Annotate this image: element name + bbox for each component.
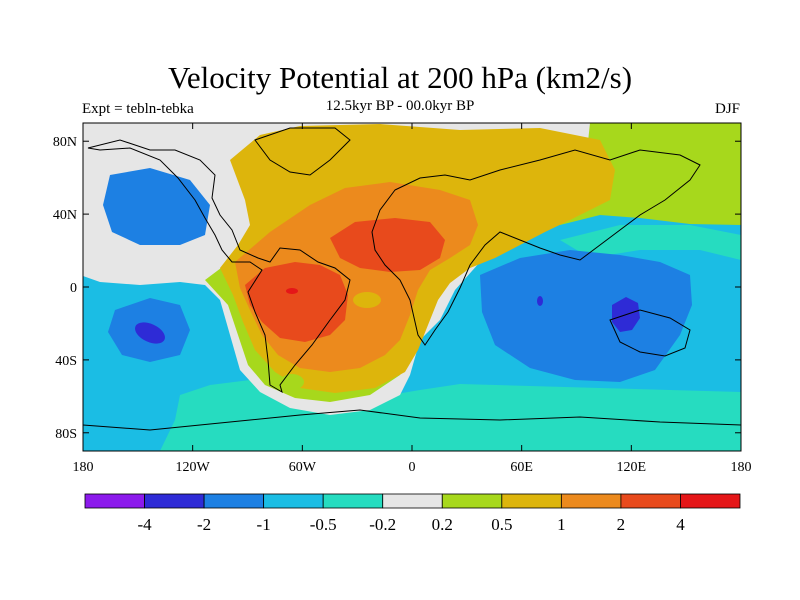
- colorbar-label: 1: [557, 515, 566, 534]
- contour-band-turquoise-wpac: [560, 225, 741, 260]
- colorbar-label: -2: [197, 515, 211, 534]
- contour-band-red-orange-atlantic: [330, 218, 445, 272]
- contour-core-red: [286, 288, 298, 294]
- lat-tick-label: 0: [70, 281, 77, 296]
- lon-tick-label: 180: [73, 460, 94, 475]
- colorbar-swatch: [203, 493, 265, 509]
- lat-tick-label: 40N: [53, 208, 77, 223]
- lat-tick-label: 40S: [55, 354, 77, 369]
- colorbar-swatch: [84, 493, 145, 509]
- colorbar-swatch: [501, 493, 562, 509]
- plot-subtitle: 12.5kyr BP - 00.0kyr BP: [325, 98, 475, 114]
- colorbar-swatch: [144, 493, 205, 509]
- contour-core-deep-blue-indian: [537, 296, 543, 306]
- colorbar-swatch: [263, 493, 324, 509]
- colorbar-label: -1: [257, 515, 271, 534]
- coastlines: [83, 127, 741, 431]
- colorbar-swatch: [441, 493, 503, 509]
- contour-band-red-orange-samerica: [245, 262, 348, 342]
- latitude-axis: 80N 40N 0 40S 80S: [53, 135, 741, 442]
- colorbar: -4 -2 -1 -0.5 -0.2 0.2 0.5 1 2 4: [84, 493, 741, 534]
- colorbar-label: 2: [617, 515, 626, 534]
- contour-band-blue-indian: [480, 250, 692, 382]
- colorbar-label: -0.5: [310, 515, 337, 534]
- colorbar-swatch: [560, 493, 622, 509]
- contour-patch-green-andes: [280, 374, 304, 390]
- colorbar-label: -0.2: [369, 515, 396, 534]
- lon-tick-label: 120E: [617, 460, 647, 475]
- lon-tick-label: 60E: [510, 460, 533, 475]
- lon-tick-label: 120W: [176, 460, 211, 475]
- lon-tick-label: 60W: [289, 460, 317, 475]
- colorbar-label: -4: [137, 515, 152, 534]
- contour-band-blue-npac: [103, 168, 210, 245]
- experiment-label: Expt = tebln-tebka: [82, 101, 194, 117]
- colorbar-swatch: [680, 493, 741, 509]
- contour-patch-gold-samerica: [353, 292, 381, 308]
- colorbar-swatch: [322, 493, 384, 509]
- lon-tick-label: 180: [731, 460, 752, 475]
- contour-fill-layer: [83, 123, 741, 451]
- lon-tick-label: 0: [409, 460, 416, 475]
- colorbar-swatch: [382, 493, 443, 509]
- colorbar-label: 4: [676, 515, 685, 534]
- lat-tick-label: 80N: [53, 135, 77, 150]
- season-label: DJF: [714, 101, 740, 117]
- contour-core-deep-blue-spac: [135, 322, 165, 344]
- colorbar-label: 0.2: [432, 515, 453, 534]
- colorbar-label: 0.5: [491, 515, 512, 534]
- colorbar-swatch: [620, 493, 681, 509]
- lat-tick-label: 80S: [55, 427, 77, 442]
- plot-title: Velocity Potential at 200 hPa (km2/s): [167, 60, 633, 95]
- contour-band-turquoise-south: [160, 380, 741, 451]
- longitude-axis: 180 120W 60W 0 60E 120E 180: [73, 123, 752, 475]
